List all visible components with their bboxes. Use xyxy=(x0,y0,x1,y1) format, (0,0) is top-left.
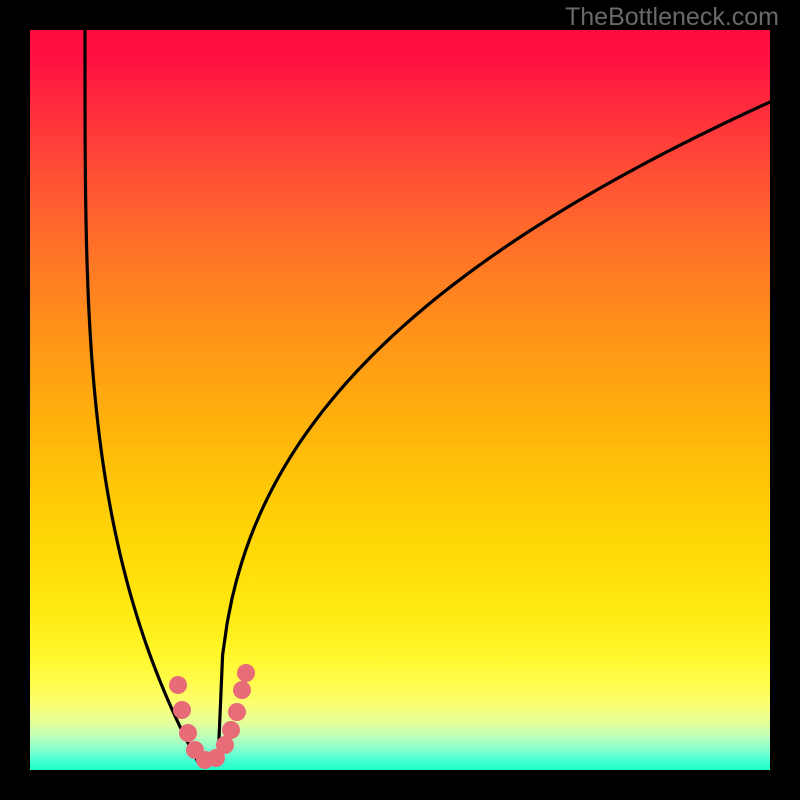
data-marker xyxy=(179,724,197,742)
data-marker xyxy=(228,703,246,721)
plot-area xyxy=(30,30,770,770)
data-marker xyxy=(173,701,191,719)
chart-svg xyxy=(30,30,770,770)
data-marker xyxy=(233,681,251,699)
watermark-text: TheBottleneck.com xyxy=(565,3,779,32)
data-marker xyxy=(222,721,240,739)
marker-group xyxy=(169,664,255,769)
data-marker xyxy=(237,664,255,682)
bottleneck-curve xyxy=(85,30,770,764)
data-marker xyxy=(169,676,187,694)
